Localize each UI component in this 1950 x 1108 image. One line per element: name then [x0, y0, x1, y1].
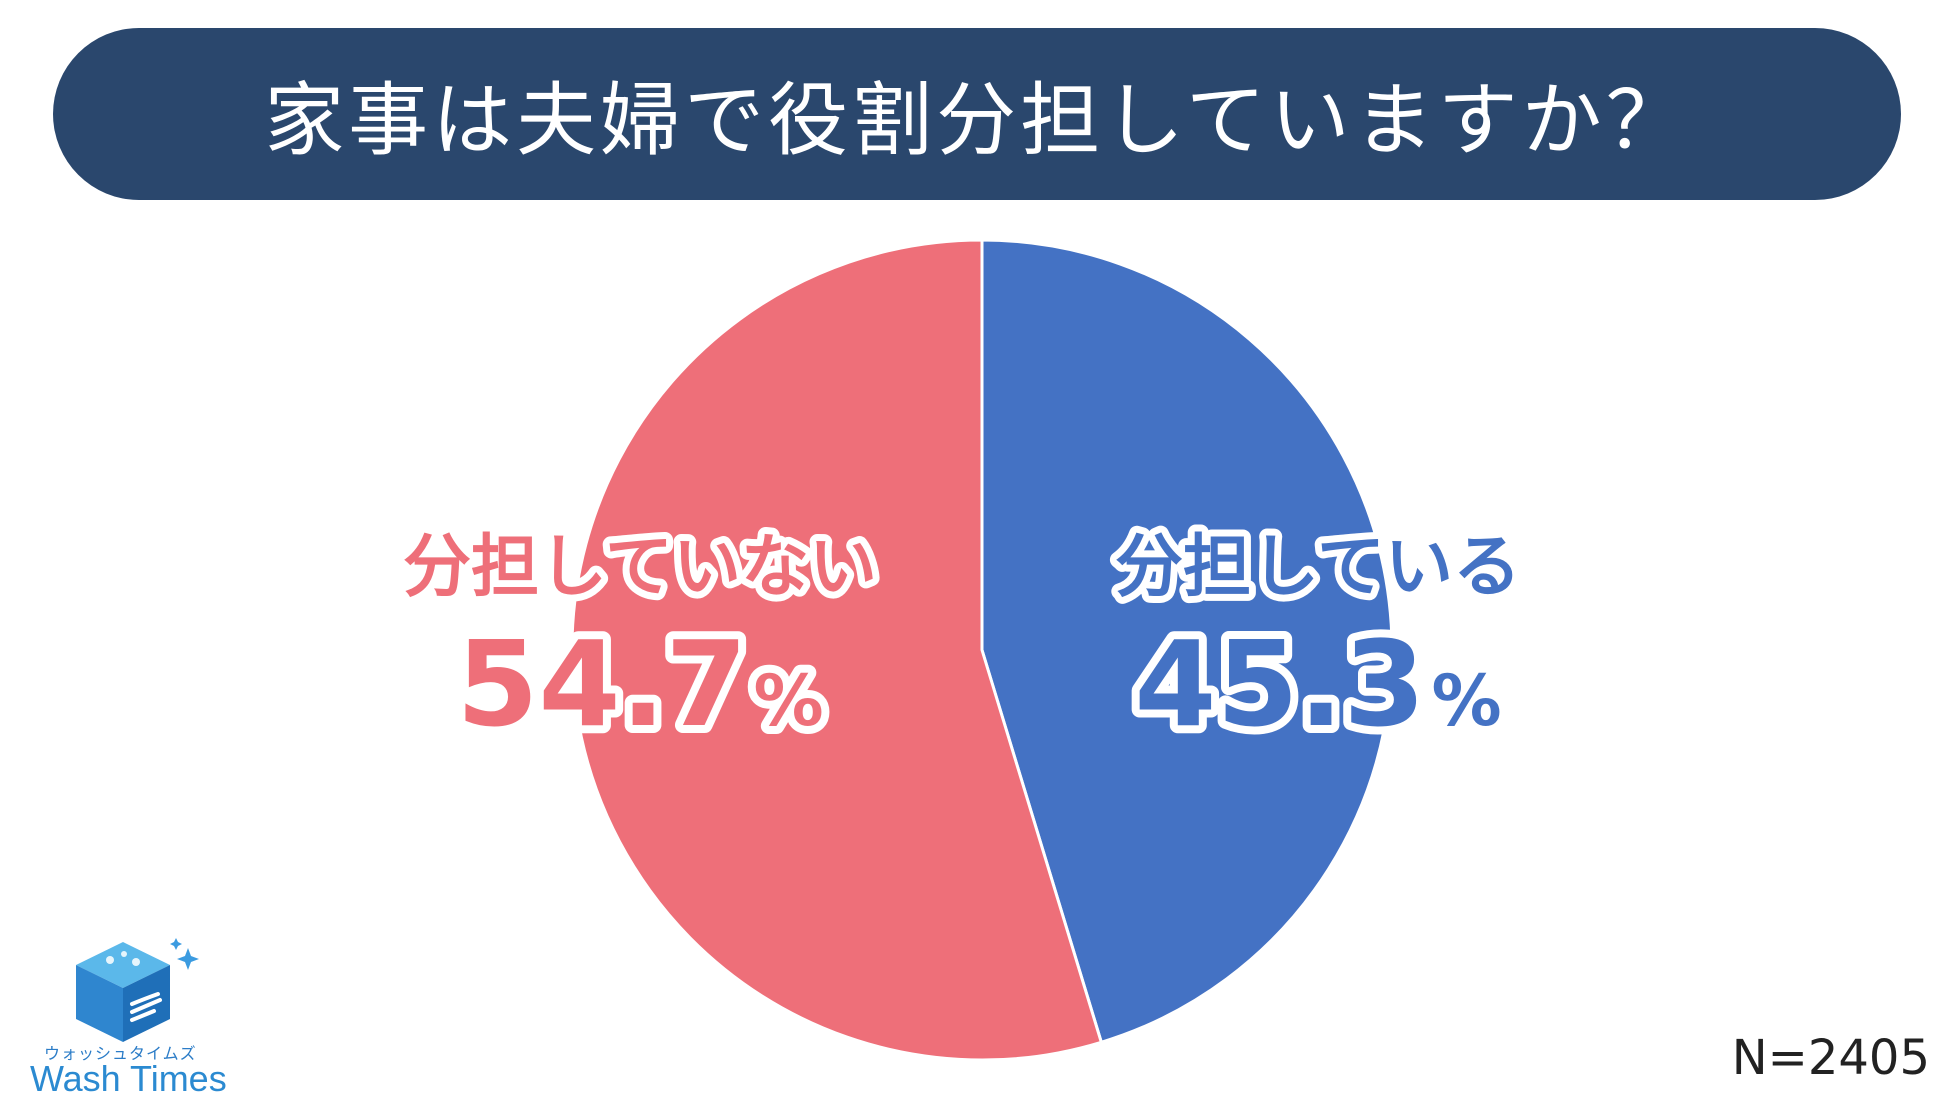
chart-title: 家事は夫婦で役割分担していますか？	[264, 74, 1690, 167]
slice-value-label: 45.3%	[1134, 615, 1501, 753]
logo-kana: ウォッシュタイムズ	[44, 1044, 197, 1063]
sample-size-label: N=2405	[1731, 1030, 1930, 1086]
logo-name: Wash Times	[30, 1058, 227, 1099]
pie-slice-0	[980, 238, 1394, 1045]
slice-category-label: 分担していない	[403, 528, 877, 607]
slice-label-group-0: 分担している 45.3%	[1108, 521, 1528, 761]
slice-category-label: 分担している	[1115, 528, 1521, 607]
pie-slice-1	[570, 238, 1104, 1062]
wash-times-logo-icon	[76, 938, 199, 1042]
slice-label-group-1: 分担していない 54.7%	[396, 521, 884, 761]
title-banner: 家事は夫婦で役割分担していますか？	[53, 28, 1901, 200]
slice-value-label: 54.7%	[456, 615, 823, 753]
